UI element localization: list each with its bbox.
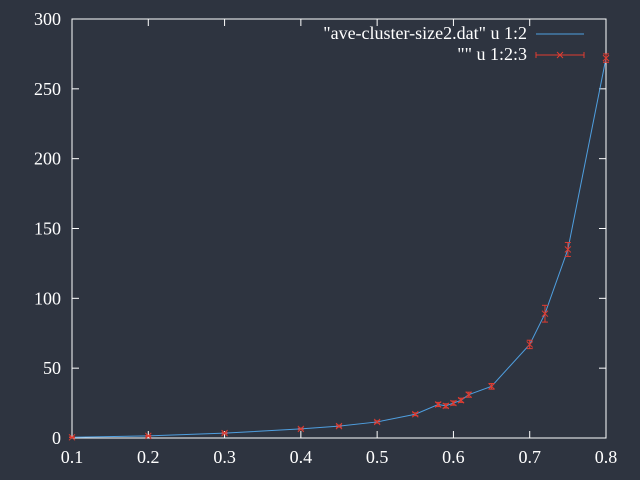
axes: 0.1 0.2 0.3 0.4 0.5 0.6 0.7 0.8 0 50 100 150 200 250 3… (34, 9, 617, 467)
error-point (68, 433, 76, 441)
y-tick-label: 250 (34, 79, 61, 99)
error-point (373, 418, 381, 426)
x-tick-label: 0.6 (442, 447, 465, 467)
series-layer (68, 53, 610, 441)
y-tick-label: 100 (34, 288, 61, 308)
error-point (457, 396, 465, 404)
error-point (465, 391, 473, 399)
x-tick-label: 0.8 (595, 447, 618, 467)
error-point (297, 425, 305, 433)
legend-label: "ave-cluster-size2.dat" u 1:2 (323, 23, 527, 43)
x-tick-label: 0.3 (213, 447, 236, 467)
data-point-marker (411, 410, 419, 418)
error-point (541, 304, 549, 323)
error-point (434, 401, 442, 408)
x-tick-label: 0.4 (290, 447, 313, 467)
data-point-marker (221, 429, 228, 437)
error-point (221, 429, 228, 437)
data-point-marker (297, 425, 305, 433)
data-point-marker (442, 402, 450, 410)
error-point (335, 422, 343, 430)
data-point-marker (602, 54, 610, 62)
error-point (144, 432, 152, 440)
y-tick-label: 150 (34, 219, 61, 239)
error-point (526, 339, 534, 350)
legend-label: "" u 1:2:3 (457, 44, 527, 64)
data-point-marker (541, 310, 549, 318)
data-point-marker (465, 391, 473, 399)
x-tick-label: 0.7 (518, 447, 541, 467)
error-point (602, 53, 610, 63)
series-line (71, 58, 607, 438)
x-tick-label: 0.5 (366, 447, 389, 467)
data-point-marker (373, 418, 381, 426)
y-tick-label: 0 (52, 428, 61, 448)
data-point-marker (450, 399, 457, 407)
error-point (442, 402, 450, 410)
error-point (564, 241, 572, 257)
error-point (411, 410, 419, 418)
data-point-marker (564, 246, 572, 253)
y-tick-label: 50 (43, 358, 61, 378)
x-tick-label: 0.2 (137, 447, 160, 467)
y-tick-label: 200 (34, 149, 61, 169)
data-point-marker (335, 422, 343, 430)
plot-frame (71, 18, 607, 439)
data-point-marker (526, 341, 534, 348)
data-point-marker (434, 401, 442, 408)
data-point-marker (488, 382, 495, 390)
error-point (450, 399, 457, 407)
y-tick-label: 300 (34, 9, 61, 29)
data-point-marker (68, 433, 76, 441)
legend: "ave-cluster-size2.dat" u 1:2"" u 1:2:3 (323, 23, 585, 64)
error-point (488, 382, 495, 390)
legend-marker (556, 51, 564, 59)
data-point-marker (457, 396, 465, 404)
x-tick-label: 0.1 (61, 447, 84, 467)
data-point-marker (144, 432, 152, 440)
